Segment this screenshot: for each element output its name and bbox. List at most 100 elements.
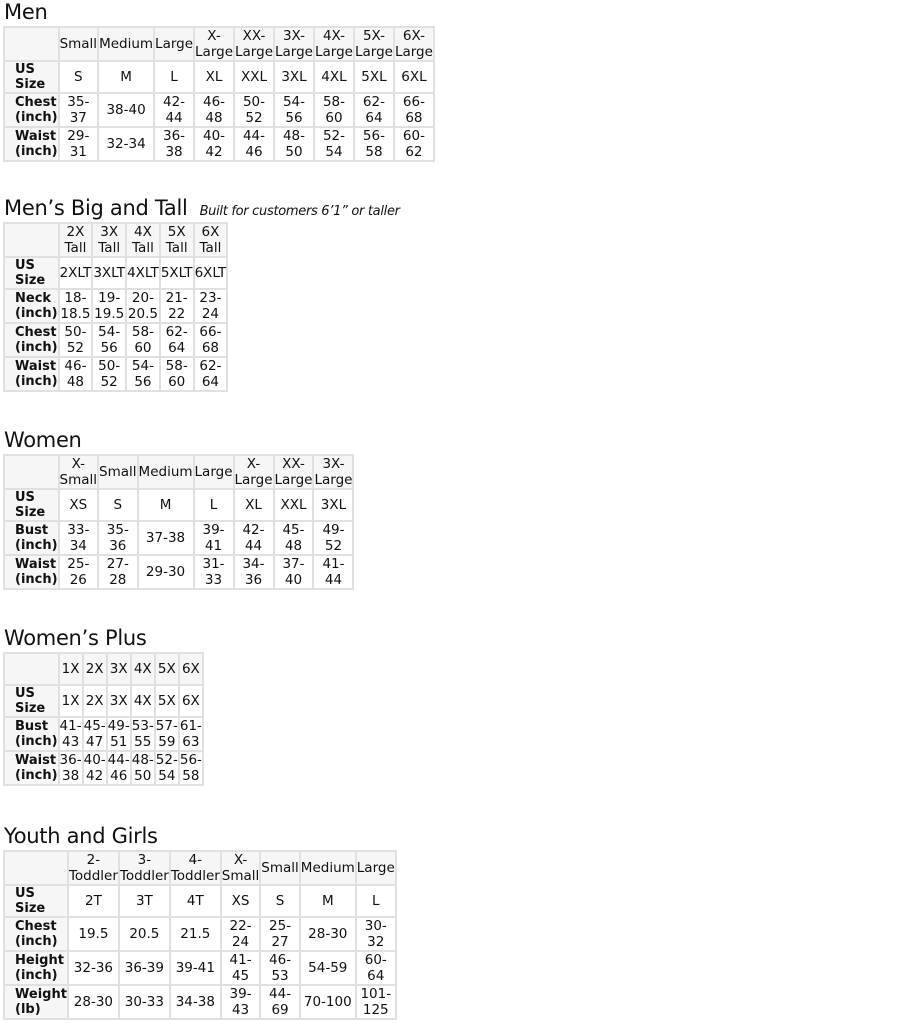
column-header: X-Small	[57, 454, 100, 490]
table-cell: 27-28	[97, 554, 139, 590]
table-cell: 50-52	[233, 92, 275, 128]
column-header: 1X	[57, 652, 84, 686]
header-row: 2-Toddler 3-Toddler 4-Toddler X-Small Small M…	[3, 850, 397, 886]
table-cell: 23-24	[192, 288, 229, 324]
table-cell: 37-40	[272, 554, 315, 590]
table-row: Weight (lb) 28-30 30-33 34-38 39-43 44-69 70-1…	[3, 984, 397, 1020]
table-cell: 44-69	[259, 984, 301, 1020]
column-header: Medium	[97, 26, 156, 62]
header-row: Small Medium Large X-Large XX-Large 3X-Large 4…	[3, 26, 435, 62]
table-cell: 18-18.5	[57, 288, 94, 324]
table-cell: 61-63	[177, 716, 204, 752]
table-cell: 32-34	[97, 126, 156, 162]
table-cell: 45-47	[81, 716, 108, 752]
table-cell: 35-37	[57, 92, 100, 128]
table-cell: 54-56	[273, 92, 315, 128]
corner-cell	[3, 454, 60, 490]
table-cell: 54-59	[298, 950, 357, 986]
table-cell: 41-44	[312, 554, 355, 590]
table-cell: 58-60	[312, 92, 355, 128]
corner-cell	[3, 652, 60, 686]
column-header: 3X-Large	[273, 26, 315, 62]
section-title-text: Men’s Big and Tall	[4, 196, 188, 220]
table-row: Waist (inch) 29-31 32-34 36-38 40-42 44-46 48-…	[3, 126, 435, 162]
row-label: US Size	[3, 256, 60, 290]
table-cell: 50-52	[91, 356, 128, 392]
section-title-text: Women	[4, 428, 82, 452]
table-cell: 29-30	[136, 554, 195, 590]
table-cell: 101-125	[354, 984, 397, 1020]
table-cell: 3XLT	[91, 256, 128, 290]
table-cell: 57-59	[153, 716, 180, 752]
table-cell: 3XL	[273, 60, 315, 94]
table-cell: 54-56	[125, 356, 161, 392]
size-table: 2-Toddler 3-Toddler 4-Toddler X-Small Small M…	[3, 850, 397, 1020]
column-header: Small	[57, 26, 100, 62]
table-cell: 6XL	[392, 60, 435, 94]
corner-cell	[3, 222, 60, 258]
table-cell: 41-43	[57, 716, 84, 752]
table-cell: 2T	[66, 884, 120, 918]
table-cell: 62-64	[352, 92, 395, 128]
row-label: Waist (inch)	[3, 554, 60, 590]
table-row: Height (inch) 32-36 36-39 39-41 41-45 46-53 54…	[3, 950, 397, 986]
table-cell: 29-31	[57, 126, 100, 162]
table-cell: 22-24	[219, 916, 262, 952]
table-cell: XL	[193, 60, 236, 94]
table-cell: 50-52	[57, 322, 94, 358]
table-cell: 25-27	[259, 916, 301, 952]
column-header: XX-Large	[233, 26, 275, 62]
section-title: Men’s Big and Tall Built for customers 6’…	[4, 196, 400, 220]
table-row: Waist (inch) 46-48 50-52 54-56 58-60 62-64	[3, 356, 229, 392]
section-title-text: Men	[4, 0, 48, 24]
section-title: Women’s Plus	[4, 626, 147, 650]
size-table: 2X Tall 3X Tall 4X Tall 5X Tall 6X Tall US Si…	[3, 222, 229, 392]
column-header: XX-Large	[272, 454, 315, 490]
table-cell: XL	[232, 488, 275, 522]
table-cell: 52-54	[153, 750, 180, 786]
table-cell: 46-48	[193, 92, 236, 128]
table-cell: M	[97, 60, 156, 94]
table-cell: 4T	[168, 884, 222, 918]
table-cell: 30-32	[354, 916, 397, 952]
table-cell: 53-55	[129, 716, 156, 752]
table-row: Waist (inch) 36-38 40-42 44-46 48-50 52-54 56-…	[3, 750, 204, 786]
table-cell: 6X	[177, 684, 204, 718]
table-cell: 1X	[57, 684, 84, 718]
table-cell: 58-60	[125, 322, 161, 358]
table-row: US Size 2XLT 3XLT 4XLT 5XLT 6XLT	[3, 256, 229, 290]
table-cell: 48-50	[129, 750, 156, 786]
column-header: Medium	[136, 454, 195, 490]
table-cell: 44-46	[105, 750, 132, 786]
table-cell: 46-53	[259, 950, 301, 986]
table-cell: 36-39	[117, 950, 171, 986]
row-label: Waist (inch)	[3, 356, 60, 392]
column-header: X-Large	[193, 26, 236, 62]
table-cell: 56-58	[352, 126, 395, 162]
table-cell: 49-51	[105, 716, 132, 752]
table-cell: 46-48	[57, 356, 94, 392]
table-cell: 30-33	[117, 984, 171, 1020]
row-label: US Size	[3, 488, 60, 522]
table-cell: XXL	[233, 60, 275, 94]
table-cell: 2X	[81, 684, 108, 718]
table-cell: 40-42	[193, 126, 236, 162]
table-cell: 37-38	[136, 520, 195, 556]
table-cell: 52-54	[312, 126, 355, 162]
table-cell: 42-44	[153, 92, 196, 128]
section-title: Youth and Girls	[4, 824, 158, 848]
column-header: 2X	[81, 652, 108, 686]
column-header: 5X Tall	[158, 222, 195, 258]
column-header: Large	[153, 26, 196, 62]
table-cell: L	[354, 884, 397, 918]
row-label: Weight (lb)	[3, 984, 69, 1020]
section-title: Women	[4, 428, 82, 452]
table-cell: 66-68	[392, 92, 435, 128]
table-cell: 39-41	[192, 520, 235, 556]
table-cell: 70-100	[298, 984, 357, 1020]
row-label: Waist (inch)	[3, 750, 60, 786]
table-cell: 66-68	[192, 322, 229, 358]
section-title: Men	[4, 0, 48, 24]
table-cell: 33-34	[57, 520, 100, 556]
table-cell: 36-38	[153, 126, 196, 162]
